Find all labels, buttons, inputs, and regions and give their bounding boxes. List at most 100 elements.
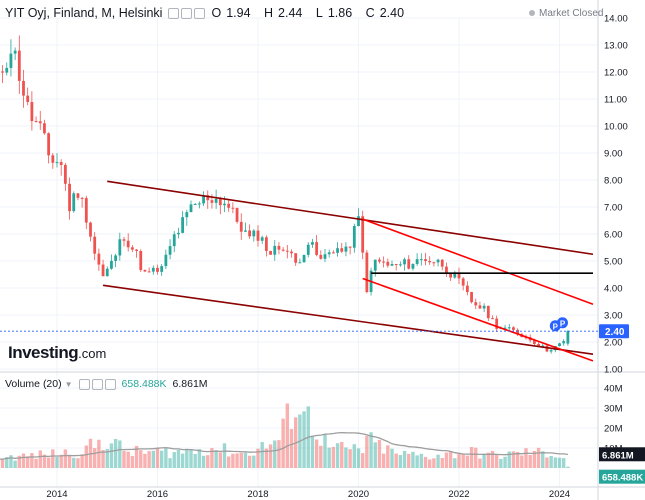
candle-body	[130, 247, 134, 250]
candle-body	[84, 198, 88, 223]
volume-bar	[180, 453, 185, 468]
price-axis-tick-label: 10.00	[604, 122, 628, 133]
volume-bar	[55, 456, 59, 468]
volume-bar	[411, 451, 415, 468]
chevron-down-icon[interactable]: ▼	[64, 379, 73, 389]
candle-body	[260, 237, 264, 241]
trendline-channel-lower	[102, 284, 594, 355]
volume-bar	[5, 457, 9, 468]
candle-body	[549, 350, 553, 352]
candle-body	[51, 155, 55, 163]
volume-bar	[453, 458, 457, 468]
candle-body	[407, 259, 411, 269]
volume-toggle-icons[interactable]	[78, 378, 116, 390]
candle-body	[181, 217, 185, 233]
candle-body	[290, 251, 293, 254]
candle-body	[486, 305, 490, 319]
candle-body	[214, 198, 218, 203]
eye-icon[interactable]	[78, 378, 90, 390]
candle-body	[273, 245, 277, 255]
volume-bar	[331, 446, 336, 468]
candle-body	[147, 271, 151, 273]
volume-bar	[419, 453, 424, 468]
volume-bar	[214, 450, 218, 468]
settings-icon[interactable]	[181, 7, 193, 19]
candle-body	[30, 102, 34, 122]
settings-icon[interactable]	[91, 378, 103, 390]
volume-bar	[218, 452, 223, 468]
volume-bar	[76, 458, 80, 468]
volume-bar	[386, 445, 390, 468]
candle-body	[298, 262, 302, 264]
candle-body	[210, 200, 214, 203]
candle-body	[503, 327, 507, 329]
candle-body	[419, 259, 423, 261]
legend-toggle-icons[interactable]	[168, 7, 206, 19]
candle-body	[302, 254, 306, 263]
volume-bar	[226, 456, 231, 468]
low-value: 1.86	[327, 6, 353, 20]
open-label: O	[211, 6, 222, 20]
price-axis-tick-label: 6.00	[604, 230, 623, 241]
candle-body	[122, 239, 126, 241]
ohlc-readout: O 1.94 H 2.44 L 1.86 C 2.40	[211, 6, 414, 20]
volume-bar	[344, 447, 348, 468]
volume-bar	[231, 453, 235, 468]
volume-bar	[247, 455, 252, 468]
open-value: 1.94	[226, 6, 251, 20]
volume-bar	[528, 454, 532, 468]
volume-bar	[390, 448, 394, 468]
candle-body	[223, 203, 226, 206]
volume-bar	[536, 447, 541, 468]
candle-body	[344, 246, 348, 252]
candle-body	[239, 221, 243, 232]
volume-bar	[277, 440, 281, 468]
volume-bar	[222, 443, 227, 468]
volume-bar	[260, 442, 264, 468]
candle-body	[72, 193, 76, 212]
candle-body	[126, 240, 130, 248]
trendline-inner-lower	[362, 277, 594, 362]
candle-body	[382, 261, 386, 263]
volume-bar	[201, 455, 206, 468]
volume-ma-value: 6.861M	[172, 378, 208, 390]
candle-body	[177, 232, 180, 235]
candle-body	[315, 242, 319, 255]
time-axis-tick-label: 2020	[348, 489, 369, 500]
eye-icon[interactable]	[168, 7, 180, 19]
candle-body	[558, 343, 561, 347]
volume-bar	[327, 447, 331, 468]
candle-body	[189, 204, 193, 213]
volume-bar	[373, 442, 377, 468]
candle-body	[43, 123, 46, 134]
volume-bar	[235, 453, 239, 468]
volume-bar	[9, 455, 13, 468]
volume-bar	[51, 449, 55, 468]
volume-bar	[348, 449, 352, 468]
volume-bar	[243, 452, 248, 468]
volume-bar	[503, 456, 507, 468]
candle-body	[110, 260, 113, 269]
candle-body	[114, 255, 118, 261]
investing-logo: Investing.com	[8, 343, 106, 363]
volume-bar	[553, 457, 558, 468]
event-marker-label: P	[553, 322, 559, 331]
volume-bar	[256, 448, 260, 468]
candle-body	[22, 80, 25, 96]
time-axis-tick-label: 2022	[448, 489, 469, 500]
volume-bar	[377, 439, 382, 468]
candle-body	[398, 264, 402, 266]
volume-bar	[176, 449, 181, 468]
volume-bar	[524, 448, 528, 468]
symbol-title: YIT Oyj, Finland, M, Helsinki	[5, 6, 163, 20]
volume-title: Volume (20)	[5, 378, 62, 390]
volume-bar	[381, 453, 386, 468]
more-icon[interactable]	[194, 7, 206, 19]
more-icon[interactable]	[104, 378, 116, 390]
close-value: 2.40	[379, 6, 405, 20]
candle-body	[311, 242, 314, 245]
candle-body	[491, 318, 494, 320]
volume-bar	[139, 450, 143, 468]
volume-bar	[515, 451, 520, 468]
